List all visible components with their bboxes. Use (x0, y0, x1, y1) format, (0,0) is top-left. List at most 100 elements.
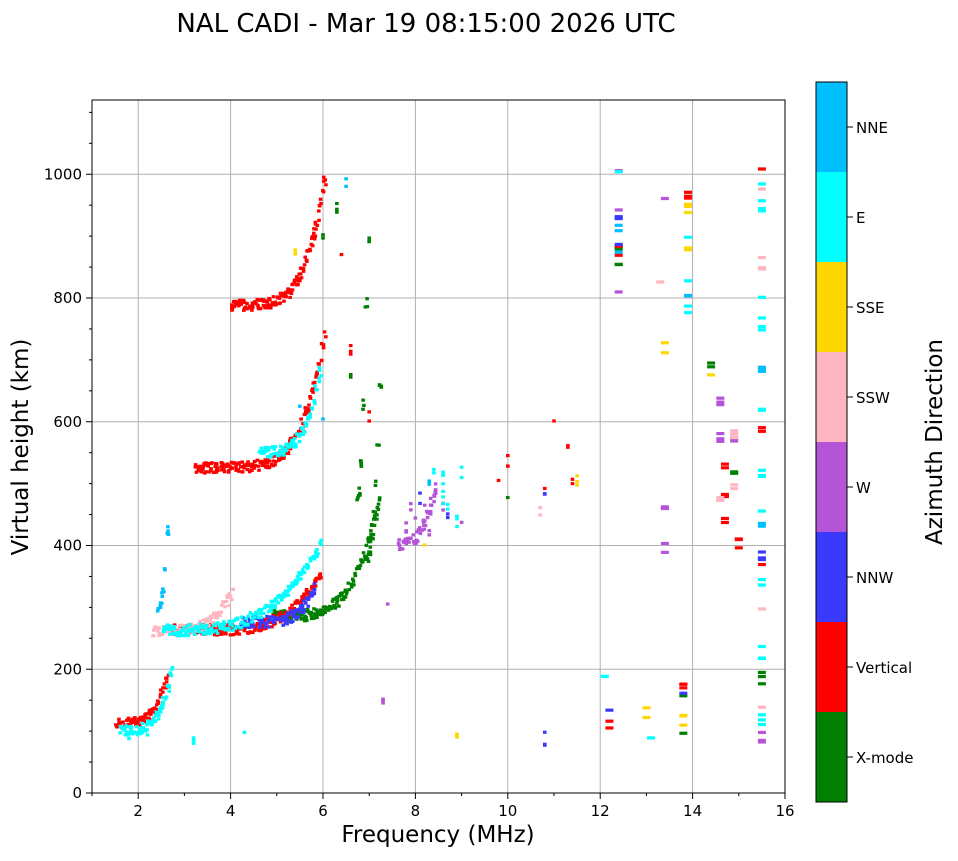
echo-point (418, 491, 422, 495)
echo-point (255, 458, 260, 462)
echo-point (282, 609, 287, 613)
echo-point (178, 623, 182, 628)
echo-point (757, 562, 766, 567)
echo-point (157, 626, 162, 630)
echo-point (328, 604, 332, 609)
echo-point (281, 611, 286, 615)
echo-point (757, 167, 766, 171)
echo-point (354, 567, 359, 571)
echo-point (277, 595, 282, 599)
echo-point (201, 465, 205, 470)
echo-point (422, 503, 427, 507)
echo-series-w (381, 169, 766, 744)
echo-point (303, 409, 308, 413)
echo-point (289, 291, 294, 295)
echo-point (196, 623, 200, 627)
echo-point (416, 527, 421, 532)
echo-point (250, 630, 255, 635)
echo-point (221, 620, 226, 624)
echo-point (757, 674, 766, 679)
echo-point (357, 566, 362, 571)
echo-point (366, 552, 371, 557)
echo-point (757, 407, 766, 411)
echo-point (283, 451, 288, 455)
echo-point (145, 712, 150, 716)
echo-point (141, 715, 145, 719)
echo-point (254, 302, 259, 306)
echo-point (304, 590, 309, 594)
echo-point (250, 468, 254, 472)
echo-point (272, 615, 277, 619)
echo-point (331, 597, 336, 601)
echo-point (326, 608, 331, 612)
echo-point (716, 437, 725, 441)
echo-point (730, 431, 739, 436)
echo-point (269, 620, 274, 625)
echo-point (132, 719, 137, 723)
echo-point (316, 552, 320, 556)
echo-point (153, 625, 158, 629)
echo-point (303, 619, 307, 623)
colorbar-segment-e (816, 172, 847, 262)
echo-point (353, 573, 358, 578)
colorbar-segment-vertical (816, 622, 847, 712)
echo-point (335, 201, 339, 206)
echo-point (225, 462, 230, 466)
echo-point (247, 625, 252, 629)
echo-point (275, 451, 279, 455)
echo-point (166, 630, 170, 634)
colorbar-tick-label: NNE (856, 119, 888, 137)
echo-point (229, 621, 234, 625)
echo-point (219, 629, 224, 633)
echo-point (287, 615, 292, 619)
echo-point (226, 626, 231, 630)
echo-point (277, 614, 282, 618)
colorbar-tick-label: SSW (856, 389, 890, 407)
echo-point (291, 619, 295, 623)
echo-point (340, 591, 345, 595)
echo-point (129, 720, 134, 725)
echo-point (284, 449, 288, 453)
echo-point (186, 634, 191, 638)
echo-point (679, 686, 688, 690)
echo-point (275, 610, 280, 614)
echo-point (179, 633, 183, 637)
echo-point (360, 560, 365, 564)
echo-point (412, 540, 417, 544)
echo-point (716, 498, 725, 502)
echo-point (246, 622, 250, 626)
echo-point (166, 673, 171, 677)
echo-point (182, 624, 187, 628)
echo-point (299, 617, 304, 621)
echo-point (656, 280, 665, 284)
echo-point (123, 733, 128, 737)
echo-point (305, 259, 309, 263)
echo-point (256, 464, 261, 468)
y-tick-label: 200 (53, 660, 82, 678)
echo-point (269, 455, 273, 459)
echo-point (346, 581, 351, 585)
echo-point (303, 614, 307, 618)
echo-point (137, 723, 142, 727)
echo-point (757, 367, 766, 371)
echo-point (385, 602, 390, 606)
echo-point (168, 671, 173, 675)
echo-point (418, 531, 423, 536)
echo-point (445, 512, 450, 516)
echo-point (136, 717, 141, 721)
echo-point (118, 731, 123, 735)
echo-point (245, 462, 249, 466)
echo-point (248, 630, 253, 634)
echo-point (679, 723, 688, 727)
azimuth-colorbar: X-mode Vertical NNW W SSW SSE E NNE (816, 82, 913, 802)
echo-point (683, 248, 692, 252)
echo-point (337, 604, 341, 608)
echo-point (170, 665, 175, 670)
echo-point (255, 621, 260, 626)
echo-point (118, 721, 123, 725)
echo-point (169, 627, 174, 631)
echo-point (757, 426, 766, 430)
echo-point (683, 235, 692, 239)
echo-point (156, 606, 161, 611)
echo-point (185, 624, 189, 628)
